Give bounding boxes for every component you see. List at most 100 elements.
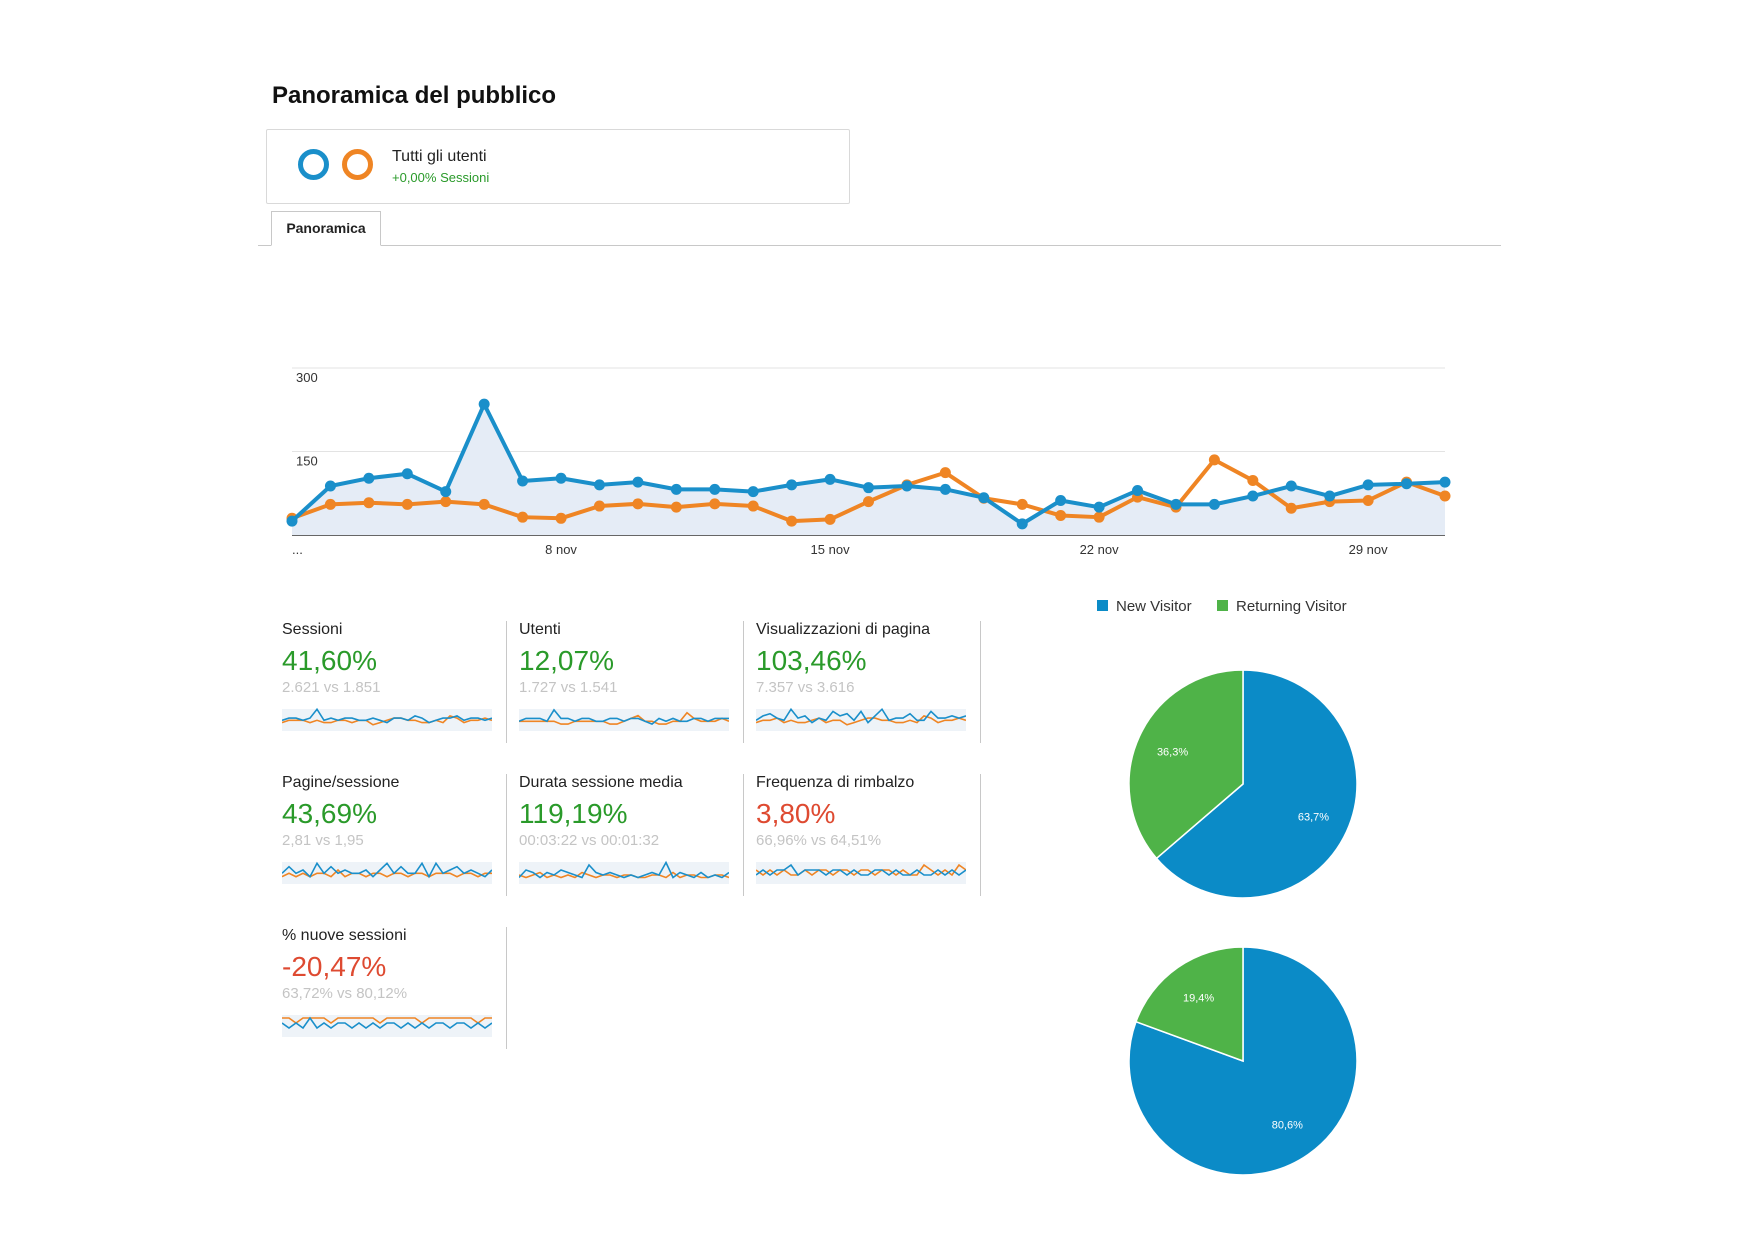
series-previous-point: [1247, 474, 1259, 486]
pie-slice-returning-visitor: [1128, 669, 1244, 860]
visitor-pie-chart-2: 80,6% 19,4%: [1128, 946, 1358, 1176]
sparkline-background: [282, 862, 492, 884]
series-previous-point: [1016, 498, 1028, 510]
series-current-point: [786, 479, 798, 491]
pie-data-label: 80,6%: [1272, 1120, 1303, 1132]
series-current-point: [709, 483, 721, 495]
metric-compare: 66,96% vs 64,51%: [756, 832, 882, 849]
metric-compare: 1.727 vs 1.541: [519, 679, 618, 696]
x-tick-label: 8 nov: [545, 542, 577, 557]
pie-data-label: 36,3%: [1157, 747, 1188, 759]
sparkline-background: [756, 862, 966, 884]
metric-compare: 7.357 vs 3.616: [756, 679, 855, 696]
series-previous-point: [440, 496, 452, 508]
series-previous-point: [747, 500, 759, 512]
metric-sparkline: [282, 1015, 492, 1037]
legend-new-visitor[interactable]: New Visitor: [1097, 598, 1192, 615]
series-current-point: [824, 473, 836, 485]
sparkline-current: [519, 708, 729, 726]
series-previous-point: [1208, 454, 1220, 466]
series-previous-point: [555, 512, 567, 524]
series-current-point: [978, 492, 990, 504]
x-tick-label: 15 nov: [811, 542, 851, 557]
sparkline-previous: [756, 863, 966, 877]
series-current-point: [1401, 478, 1413, 490]
series-previous-point: [1439, 490, 1451, 502]
sparkline-current: [282, 707, 492, 724]
legend-label: Returning Visitor: [1236, 598, 1347, 615]
sparkline-previous: [756, 714, 966, 726]
series-current-point: [324, 480, 336, 492]
legend-swatch-returning-visitor: [1217, 600, 1228, 611]
series-current-point: [632, 476, 644, 488]
metric-value: 12,07%: [519, 645, 614, 676]
series-previous-point: [709, 498, 721, 510]
series-current-point: [1093, 501, 1105, 513]
metric-value: -20,47%: [282, 951, 387, 982]
series-previous-point: [1362, 494, 1374, 506]
metric-value: 119,19%: [519, 798, 628, 829]
metric-compare: 2.621 vs 1.851: [282, 679, 381, 696]
pie-data-label: 63,7%: [1298, 811, 1329, 823]
sparkline-background: [519, 862, 729, 884]
metric-frequenza-di-rimbalzo[interactable]: Frequenza di rimbalzo 3,80% 66,96% vs 64…: [745, 774, 981, 896]
series-current-point: [747, 486, 759, 498]
metric-compare: 00:03:22 vs 00:01:32: [519, 832, 660, 849]
series-previous-point: [1285, 502, 1297, 514]
series-current-point: [1055, 494, 1067, 506]
sparkline-previous: [282, 1017, 492, 1024]
metric-value: 3,80%: [756, 798, 836, 829]
series-current-point: [363, 472, 375, 484]
metric-durata-sessione-media[interactable]: Durata sessione media 119,19% 00:03:22 v…: [508, 774, 744, 896]
x-tick-label: 29 nov: [1349, 542, 1389, 557]
metric-label: Visualizzazioni di pagina: [756, 621, 931, 638]
legend-returning-visitor[interactable]: Returning Visitor: [1217, 598, 1347, 615]
metric-visualizzazioni-di-pagina[interactable]: Visualizzazioni di pagina 103,46% 7.357 …: [745, 621, 981, 743]
pie-data-label: 19,4%: [1183, 992, 1214, 1004]
metric-pagine-sessione[interactable]: Pagine/sessione 43,69% 2,81 vs 1,95: [271, 774, 507, 896]
series-current-point: [1324, 490, 1336, 502]
series-current-point: [1170, 498, 1182, 510]
series-previous-point: [786, 515, 798, 527]
series-previous-point: [478, 498, 490, 510]
segment-ring-current-icon: [298, 149, 329, 180]
series-previous-point: [1055, 510, 1067, 522]
series-current-point: [1247, 490, 1259, 502]
legend-label: New Visitor: [1116, 598, 1192, 615]
sparkline-current: [519, 860, 729, 879]
series-current-point: [517, 475, 529, 487]
series-current-point: [1132, 484, 1144, 496]
pie-slice-new-visitor: [1155, 669, 1358, 899]
metric-label: Frequenza di rimbalzo: [756, 774, 915, 791]
series-previous-point: [670, 501, 682, 513]
series-current-point: [1016, 518, 1028, 530]
visitor-pie-chart-1: 63,7% 36,3%: [1128, 669, 1358, 899]
metric-value: 103,46%: [756, 645, 867, 676]
series-previous-point: [324, 498, 336, 510]
tab-bar-divider: [258, 245, 1501, 246]
sparkline-previous: [282, 868, 492, 878]
sessions-line-chart: 300 150... 8 nov 15 nov 22 nov 29 nov: [286, 367, 1451, 557]
y-tick-label: 300: [296, 370, 318, 385]
series-previous-point: [593, 500, 605, 512]
series-current-point: [939, 483, 951, 495]
metric-sparkline: [756, 862, 966, 884]
x-tick-label: 22 nov: [1080, 542, 1120, 557]
series-current-point: [863, 482, 874, 494]
sparkline-current: [282, 1016, 492, 1030]
metric-utenti[interactable]: Utenti 12,07% 1.727 vs 1.541: [508, 621, 744, 743]
segment-selector[interactable]: Tutti gli utenti +0,00% Sessioni: [266, 129, 850, 204]
x-tick-label: ...: [292, 542, 303, 557]
sparkline-current: [756, 707, 966, 724]
series-current-point: [1362, 479, 1374, 491]
series-current-point: [401, 468, 413, 480]
series-previous-point: [824, 513, 836, 525]
tab-panoramica[interactable]: Panoramica: [271, 211, 381, 246]
series-current-point: [670, 483, 682, 495]
metric-sessioni[interactable]: Sessioni 41,60% 2.621 vs 1.851: [271, 621, 507, 743]
metric-label: Pagine/sessione: [282, 774, 400, 791]
metric-label: Sessioni: [282, 621, 343, 638]
sparkline-background: [519, 709, 729, 731]
series-current-point: [1208, 498, 1220, 510]
metric-nuove-sessioni[interactable]: % nuove sessioni -20,47% 63,72% vs 80,12…: [271, 927, 507, 1049]
